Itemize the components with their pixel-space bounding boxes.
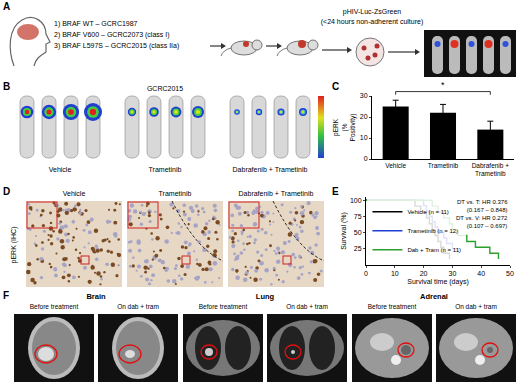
html-text:B: B (3, 81, 11, 92)
svg-text:Before treatment: Before treatment (199, 303, 248, 310)
svg-text:Survival (%): Survival (%) (340, 212, 348, 250)
svg-text:20: 20 (420, 270, 428, 277)
svg-text:50: 50 (354, 229, 362, 236)
svg-text:GCRC2015: GCRC2015 (147, 85, 183, 92)
html-text:E: E (332, 186, 339, 197)
svg-text:100: 100 (350, 197, 362, 204)
svg-text:0: 0 (364, 270, 368, 277)
html-text:D: D (3, 186, 11, 197)
svg-text:pERK (IHC): pERK (IHC) (10, 227, 18, 264)
svg-text:3) BRAF L597S – GCRC2015 (clas: 3) BRAF L597S – GCRC2015 (class IIa) (54, 42, 179, 50)
svg-text:25: 25 (354, 245, 362, 252)
svg-text:Before treatment: Before treatment (368, 303, 417, 310)
svg-text:Trametinib: Trametinib (159, 190, 192, 197)
svg-text:Trametinib: Trametinib (149, 166, 182, 173)
svg-text:Vehicle: Vehicle (63, 190, 86, 197)
html-text:C: C (332, 81, 340, 92)
svg-text:1) BRAF WT – GCRC1987: 1) BRAF WT – GCRC1987 (54, 20, 138, 28)
svg-text:Survival time (days): Survival time (days) (407, 278, 468, 286)
svg-text:Dabrafenib +Trametinib: Dabrafenib +Trametinib (472, 162, 510, 177)
svg-text:75: 75 (354, 213, 362, 220)
svg-text:Before treatment: Before treatment (30, 303, 79, 310)
svg-text:Vehicle: Vehicle (385, 162, 406, 169)
svg-text:Vehicle (n = 11): Vehicle (n = 11) (407, 209, 448, 215)
svg-text:30: 30 (360, 92, 368, 99)
html-text:F: F (3, 290, 10, 301)
svg-text:Lung: Lung (256, 292, 275, 301)
svg-text:pERK(%Positivity): pERK(%Positivity) (332, 114, 357, 142)
svg-text:30: 30 (449, 270, 457, 277)
svg-text:10: 10 (360, 134, 368, 141)
svg-text:On dab + tram: On dab + tram (117, 303, 159, 310)
svg-text:DT vs. T: HR 0.376(0.167 – 0.8: DT vs. T: HR 0.376(0.167 – 0.848) (457, 199, 508, 213)
svg-text:*: * (441, 80, 445, 90)
svg-text:Vehicle: Vehicle (49, 166, 72, 173)
svg-text:Trametinib (n = 12): Trametinib (n = 12) (407, 228, 458, 234)
svg-text:50: 50 (506, 270, 514, 277)
svg-text:2) BRAF V600 – GCRC2073 (class: 2) BRAF V600 – GCRC2073 (class I) (54, 31, 170, 39)
svg-text:(<24 hours non-adherent cultur: (<24 hours non-adherent culture) (321, 18, 424, 26)
svg-text:DT vs. V: HR 0.272(0.107 – 0.6: DT vs. V: HR 0.272(0.107 – 0.697) (456, 215, 508, 229)
svg-text:On dab + tram: On dab + tram (455, 303, 497, 310)
svg-text:pHIV-Luc-ZsGreen: pHIV-Luc-ZsGreen (343, 8, 401, 16)
svg-text:Brain: Brain (86, 292, 106, 301)
svg-text:10: 10 (391, 270, 399, 277)
svg-text:20: 20 (360, 113, 368, 120)
svg-text:Dab + Tram (n = 11): Dab + Tram (n = 11) (407, 247, 461, 253)
svg-text:Dabrafenib + Trametinib: Dabrafenib + Trametinib (233, 166, 308, 173)
svg-text:Dabrafenib + Trametinib: Dabrafenib + Trametinib (239, 190, 314, 197)
svg-text:Trametinib: Trametinib (428, 162, 459, 169)
svg-text:Adrenal: Adrenal (420, 292, 448, 301)
svg-text:On dab + tram: On dab + tram (286, 303, 328, 310)
svg-text:40: 40 (477, 270, 485, 277)
svg-text:0: 0 (364, 155, 368, 162)
html-text:A: A (3, 1, 11, 12)
